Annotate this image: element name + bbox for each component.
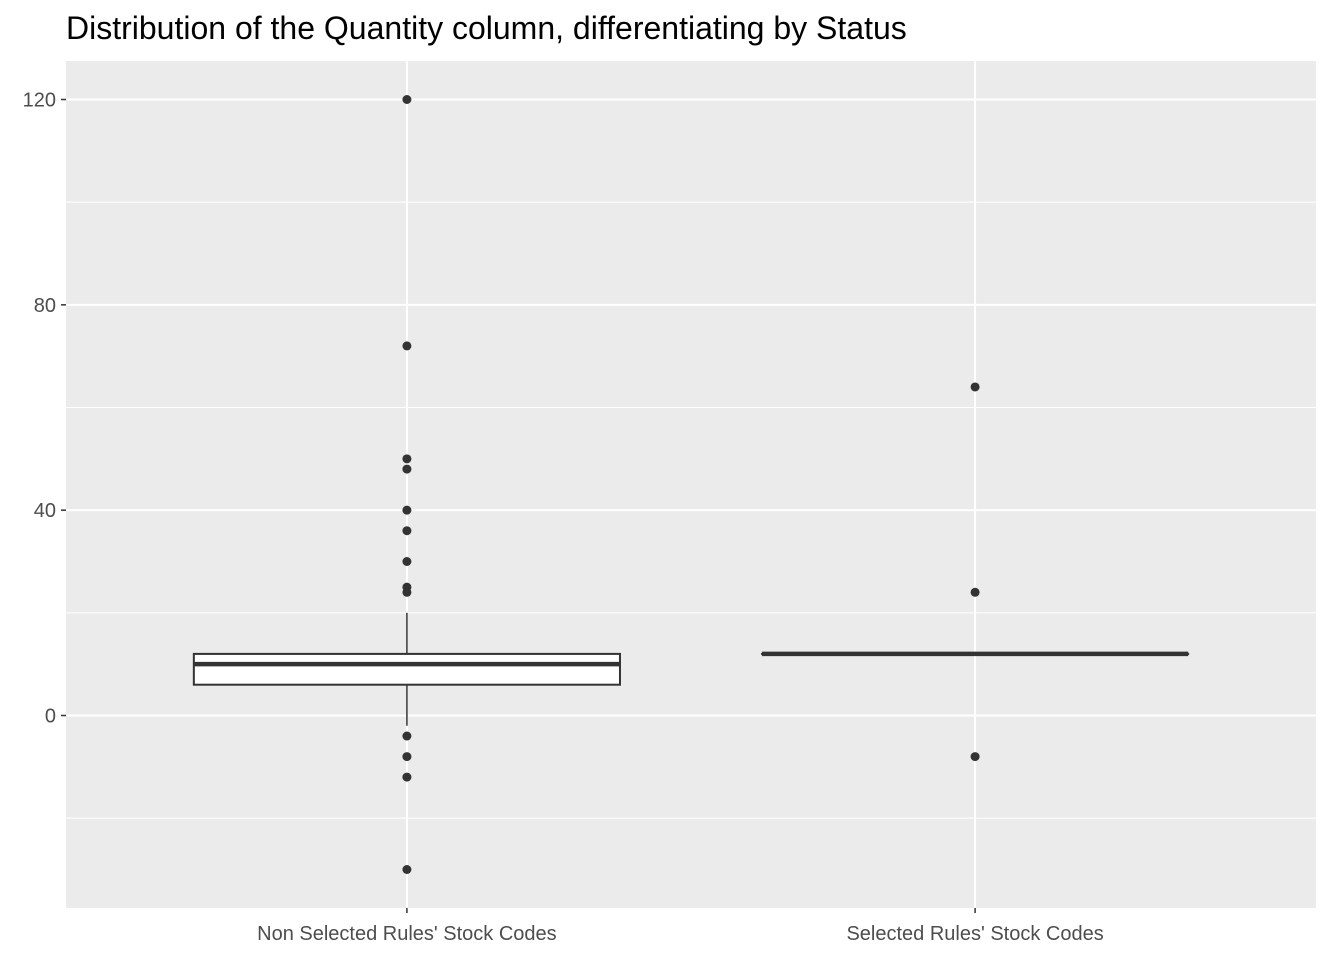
grid-lines	[66, 61, 1316, 908]
outlier-point	[402, 526, 412, 536]
outlier-point	[402, 454, 412, 464]
outlier-point	[402, 772, 412, 782]
y-tick-label: 40	[34, 500, 56, 522]
outlier-point	[970, 382, 980, 392]
outlier-point	[970, 752, 980, 762]
outlier-point	[402, 587, 412, 597]
y-tick-label: 120	[23, 90, 56, 112]
outlier-point	[402, 95, 412, 104]
boxes	[192, 95, 1190, 874]
plot-panel	[66, 61, 1316, 908]
outlier-point	[402, 752, 412, 762]
y-tick-label: 80	[34, 295, 56, 317]
axes: 0 40 80 120 Non Selected Rules' Stock Codes S…	[23, 90, 1104, 946]
outlier-point	[402, 464, 412, 474]
box-group	[192, 95, 621, 874]
outlier-point	[402, 505, 412, 515]
x-tick-label: Non Selected Rules' Stock Codes	[257, 923, 557, 945]
x-tick-label: Selected Rules' Stock Codes	[846, 923, 1103, 945]
outlier-point	[402, 557, 412, 566]
y-tick-label: 0	[45, 706, 56, 728]
outlier-point	[402, 731, 412, 741]
box-iqr	[192, 652, 621, 686]
outlier-point	[970, 587, 980, 597]
box-group	[761, 382, 1190, 762]
chart-title: Distribution of the Quantity column, dif…	[66, 10, 907, 46]
outlier-point	[402, 865, 412, 874]
outlier-point	[402, 341, 412, 351]
